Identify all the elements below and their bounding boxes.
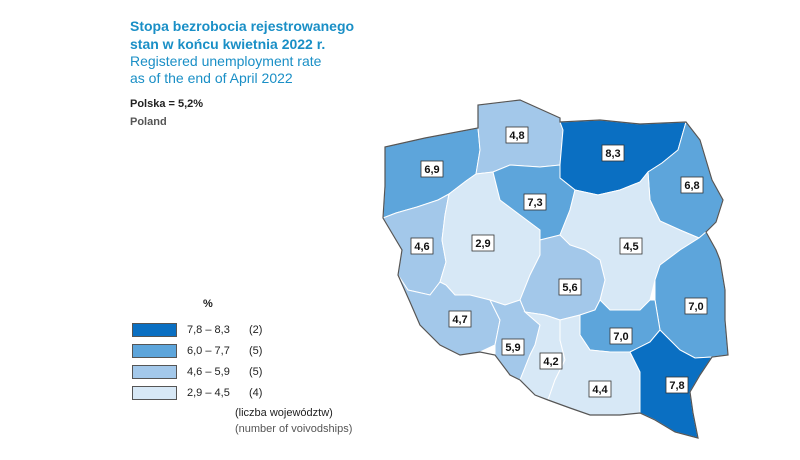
label-dolnoslaskie: 4,7 (448, 310, 472, 328)
label-podkarpackie: 7,8 (665, 376, 689, 394)
label-lubuskie: 4,6 (410, 237, 434, 255)
legend-class-1: 7,8 – 8,3 (2) (132, 322, 262, 338)
legend-class-4: 2,9 – 4,5 (4) (132, 385, 262, 401)
legend-range: 4,6 – 5,9 (187, 366, 230, 378)
label-swietokrzyskie: 7,0 (609, 327, 633, 345)
national-rate: Polska = 5,2% (130, 98, 204, 110)
value-label: 2,9 (475, 238, 490, 250)
legend-range: 6,0 – 7,7 (187, 345, 230, 357)
label-warminsko-mazurskie: 8,3 (601, 144, 625, 162)
legend-count: (5) (249, 345, 263, 357)
value-label: 7,0 (613, 331, 628, 343)
label-slaskie: 4,2 (539, 352, 563, 370)
legend-note-polish: (liczba województw) (235, 407, 333, 419)
legend-swatch (132, 386, 177, 400)
label-podlaskie: 6,8 (680, 176, 704, 194)
value-label: 4,2 (543, 356, 558, 368)
title-pl-line2: stan w końcu kwietnia 2022 r. (130, 36, 326, 52)
legend-class-3: 4,6 – 5,9 (5) (132, 364, 262, 380)
value-label: 7,3 (527, 197, 542, 209)
national-label-english: Poland (130, 116, 167, 128)
legend-swatch (132, 323, 177, 337)
legend-count: (5) (249, 366, 263, 378)
label-lubelskie: 7,0 (684, 297, 708, 315)
value-label: 6,9 (424, 164, 439, 176)
value-label: 5,9 (505, 342, 520, 354)
value-label: 6,8 (684, 180, 699, 192)
title-en-line1: Registered unemployment rate (130, 53, 322, 69)
legend-swatch (132, 365, 177, 379)
legend-range: 2,9 – 4,5 (187, 387, 230, 399)
value-label: 5,6 (562, 282, 577, 294)
value-label: 7,8 (669, 380, 684, 392)
legend-unit: % (203, 298, 213, 310)
legend-class-2: 6,0 – 7,7 (5) (132, 343, 262, 359)
value-label: 7,0 (688, 301, 703, 313)
label-opolskie: 5,9 (501, 338, 525, 356)
country-outline (382, 99, 729, 439)
legend-range: 7,8 – 8,3 (187, 324, 230, 336)
value-label: 4,4 (592, 384, 608, 396)
label-wielkopolskie: 2,9 (471, 234, 495, 252)
label-mazowieckie: 4,5 (619, 237, 643, 255)
legend-swatch (132, 344, 177, 358)
value-label: 4,6 (414, 241, 429, 253)
value-label: 4,7 (452, 314, 467, 326)
map-title-english: Registered unemployment rate as of the e… (130, 53, 430, 87)
label-lodzkie: 5,6 (558, 278, 582, 296)
map-title-polish: Stopa bezrobocia rejestrowanego stan w k… (130, 17, 430, 53)
label-pomorskie: 4,8 (505, 126, 529, 144)
legend-count: (4) (249, 387, 263, 399)
label-kujawsko-pomorskie: 7,3 (523, 193, 547, 211)
value-label: 4,8 (509, 130, 524, 142)
label-malopolskie: 4,4 (588, 380, 612, 398)
value-label: 8,3 (605, 148, 620, 160)
value-label: 4,5 (623, 241, 638, 253)
title-en-line2: as of the end of April 2022 (130, 70, 293, 86)
legend-note-english: (number of voivodships) (235, 423, 353, 435)
label-zachodniopomorskie: 6,9 (420, 160, 444, 178)
title-pl-line1: Stopa bezrobocia rejestrowanego (130, 18, 355, 34)
legend-count: (2) (249, 324, 263, 336)
